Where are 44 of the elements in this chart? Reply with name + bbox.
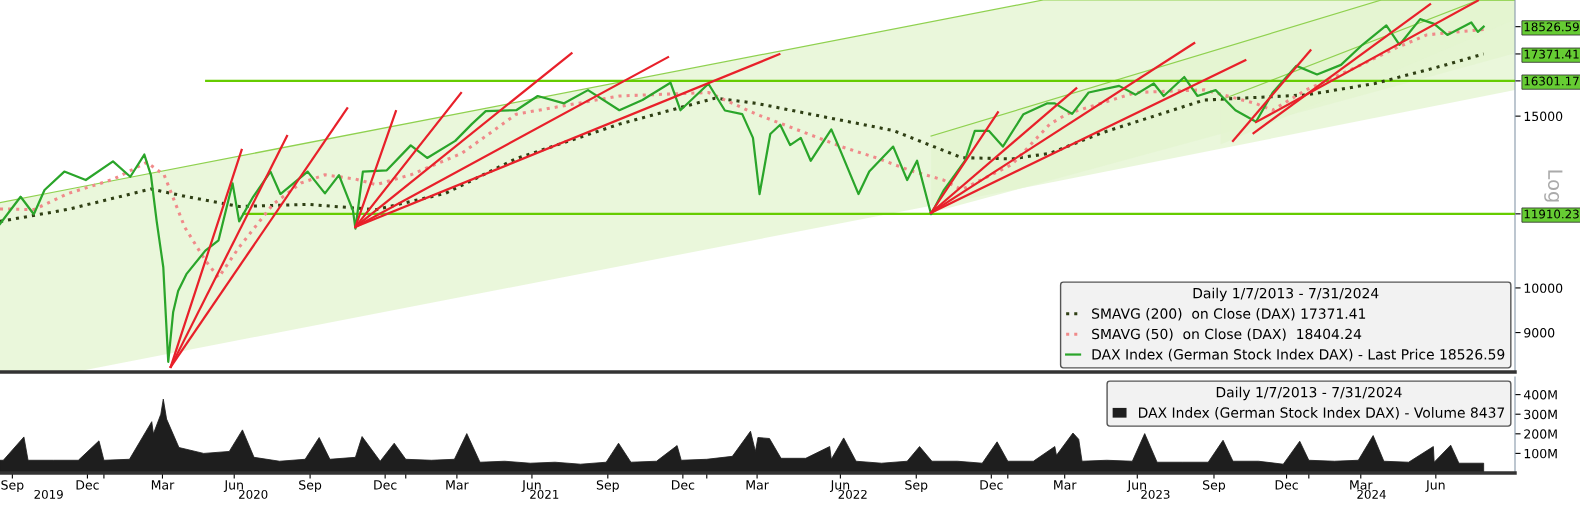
x-tick-label: Jun [829,480,850,492]
legend-title: Daily 1/7/2013 - 7/31/2024 [1193,287,1379,302]
x-tick-label: Mar [1350,480,1373,490]
x-tick-label: Dec [76,480,99,490]
y-tick-label: 11910.23 [1524,209,1579,219]
annotation: 2020 [239,489,268,499]
legend-label: DAX Index (German Stock Index DAX) - Volume 8437 [1139,407,1505,420]
x-tick-label: Mar [746,480,769,490]
x-tick-label: Mar [1054,480,1077,490]
annotation: 2019 [34,489,63,499]
y-tick-label: 300M [1524,409,1557,420]
annotation: 2022 [838,489,867,499]
x-tick-label: Jun [1126,480,1146,492]
annotation: 2021 [530,489,559,499]
x-tick-label: Dec [980,480,1003,490]
x-tick-label: Jun [223,480,243,492]
y-tick-label: 400M [1523,390,1557,400]
y-axis-title: Log [1544,170,1563,202]
y-tick-label: 17371.41 [1524,49,1579,59]
legend-title: Daily 1/7/2013 - 7/31/2024 [1216,386,1402,401]
x-tick-label: Sep [299,480,322,493]
y-tick-label: 16301.17 [1524,76,1579,86]
x-tick-label: Sep [905,480,928,493]
x-tick-label: Jun [1425,480,1445,492]
annotation: 2023 [1141,489,1170,499]
y-tick-label: 200M [1524,429,1557,439]
y-tick-label: 10000 [1524,283,1563,293]
legend-label: DAX Index (German Stock Index DAX) - Last Price 18526.59 [1092,348,1505,362]
annotation: 2024 [1357,489,1386,499]
x-tick-label: Dec [374,480,397,490]
y-tick-label: 18526.59 [1524,22,1579,32]
y-tick-label: 9000 [1524,328,1555,338]
legend-label: SMAVG (50) on Close (DAX) 18404.24 [1092,328,1362,341]
x-tick-label: Sep [1,480,24,493]
x-tick-label: Dec [1275,480,1298,490]
legend-label: SMAVG (200) on Close (DAX) 17371.41 [1092,308,1366,321]
y-tick-label: 100M [1524,448,1557,459]
x-tick-label: Mar [446,480,469,490]
y-tick-label: 15000 [1524,111,1563,122]
x-tick-label: Sep [1203,480,1226,493]
x-tick-label: Dec [672,480,695,490]
x-tick-label: Jun [521,480,541,492]
x-tick-label: Sep [596,480,619,493]
x-tick-label: Mar [151,480,175,490]
